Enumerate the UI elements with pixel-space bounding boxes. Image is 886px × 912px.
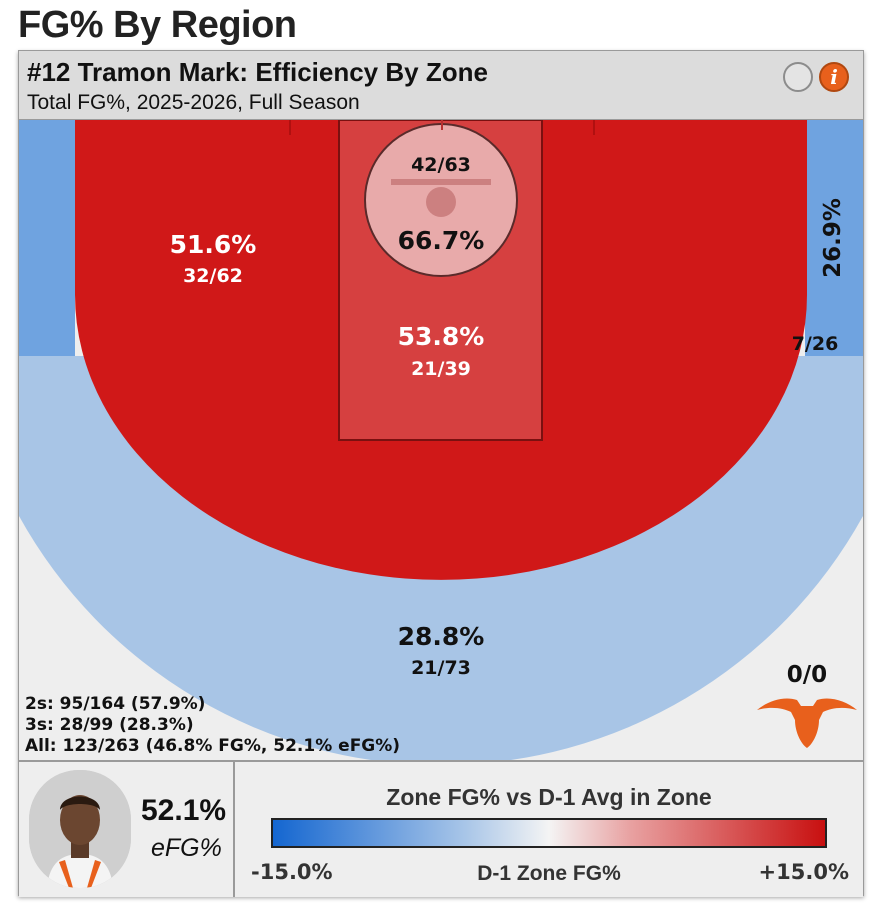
midrange-pct-label: 51.6% <box>170 230 257 259</box>
zone-left-corner-3 <box>19 120 75 356</box>
legend-color-bar <box>271 818 827 848</box>
right-corner-frac-label: 7/26 <box>792 333 839 355</box>
midrange-frac-label: 32/62 <box>183 265 243 287</box>
backboard <box>391 179 491 185</box>
above-break-pct-label: 28.8% <box>398 622 485 651</box>
court-heatmap: 51.6% 32/62 42/63 66.7% 53.8% 21/39 26.9… <box>19 120 863 760</box>
shot-chart-card: #12 Tramon Mark: Efficiency By Zone Tota… <box>18 50 864 897</box>
page-title: FG% By Region <box>18 4 297 46</box>
efg-label: eFG% <box>151 834 222 862</box>
paint-pct-label: 53.8% <box>398 322 485 351</box>
summary-threes: 3s: 28/99 (28.3%) <box>25 715 194 735</box>
card-subtitle: Total FG%, 2025-2026, Full Season <box>27 91 360 114</box>
rim-pct-label: 66.7% <box>398 226 485 255</box>
info-icon[interactable]: i <box>819 62 849 92</box>
summary-all: All: 123/263 (46.8% FG%, 52.1% eFG%) <box>25 736 400 756</box>
long-3-frac-label: 0/0 <box>787 662 827 688</box>
card-title: #12 Tramon Mark: Efficiency By Zone <box>27 57 488 87</box>
paint-frac-label: 21/39 <box>411 358 471 380</box>
rim-frac-label: 42/63 <box>411 154 471 176</box>
card-footer: 52.1% eFG% Zone FG% vs D-1 Avg in Zone -… <box>19 760 863 897</box>
above-break-frac-label: 21/73 <box>411 657 471 679</box>
legend-mid-label: D-1 Zone FG% <box>477 862 621 885</box>
player-avatar <box>29 770 131 888</box>
legend-min-label: -15.0% <box>251 860 333 884</box>
footer-divider <box>233 762 235 897</box>
option-circle-button[interactable] <box>783 62 813 92</box>
right-corner-pct-label: 26.9% <box>820 198 846 278</box>
hoop <box>426 187 456 217</box>
legend-title: Zone FG% vs D-1 Avg in Zone <box>386 784 712 810</box>
efg-value: 52.1% <box>141 794 227 827</box>
card-header: #12 Tramon Mark: Efficiency By Zone Tota… <box>19 51 863 120</box>
zone-right-corner-3 <box>805 120 863 356</box>
legend-max-label: +15.0% <box>758 860 849 884</box>
summary-twos: 2s: 95/164 (57.9%) <box>25 694 205 714</box>
longhorn-logo-icon <box>757 698 857 748</box>
